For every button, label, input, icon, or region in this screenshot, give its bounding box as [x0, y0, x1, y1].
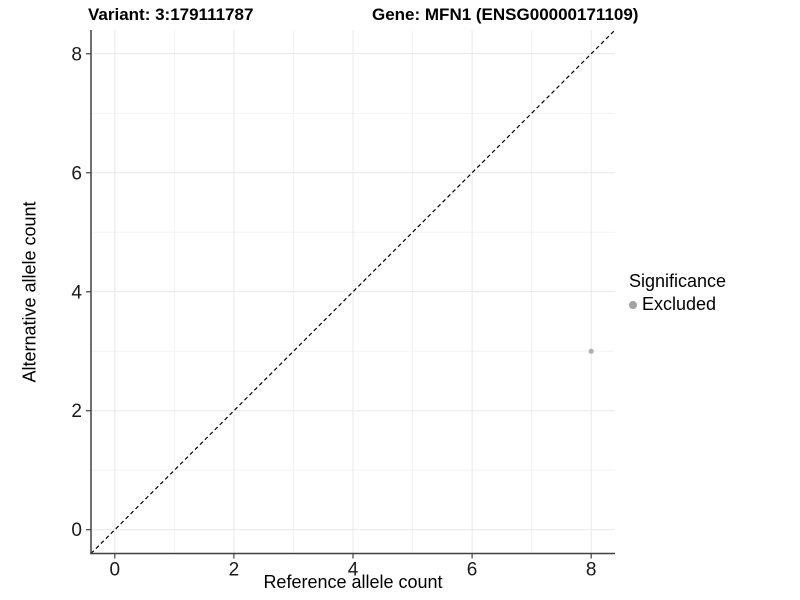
x-tick-label: 0 [110, 560, 121, 581]
x-tick-label: 6 [467, 560, 478, 581]
y-axis-title: Alternative allele count [19, 201, 40, 383]
legend-title: Significance [629, 271, 727, 291]
y-tick-label: 0 [71, 520, 82, 541]
legend-item-label: Excluded [642, 293, 717, 314]
legend-item-excluded: Excluded [629, 293, 726, 315]
variant-title: Variant: 3:179111787 [88, 5, 254, 24]
data-point-excluded [588, 348, 594, 354]
y-tick-label: 6 [71, 163, 82, 184]
x-axis-title: Reference allele count [263, 572, 443, 592]
identity-reference-line [90, 29, 616, 554]
legend: Significance Excluded [629, 271, 727, 315]
excluded-point-icon [629, 300, 637, 309]
gene-title: Gene: MFN1 (ENSG00000171109) [372, 5, 639, 24]
y-tick-label: 2 [71, 401, 82, 422]
x-tick-label: 2 [229, 560, 240, 581]
x-tick-label: 4 [348, 560, 359, 581]
x-tick-label: 8 [586, 560, 597, 581]
y-tick-label: 4 [71, 282, 82, 303]
y-tick-label: 8 [71, 44, 82, 65]
